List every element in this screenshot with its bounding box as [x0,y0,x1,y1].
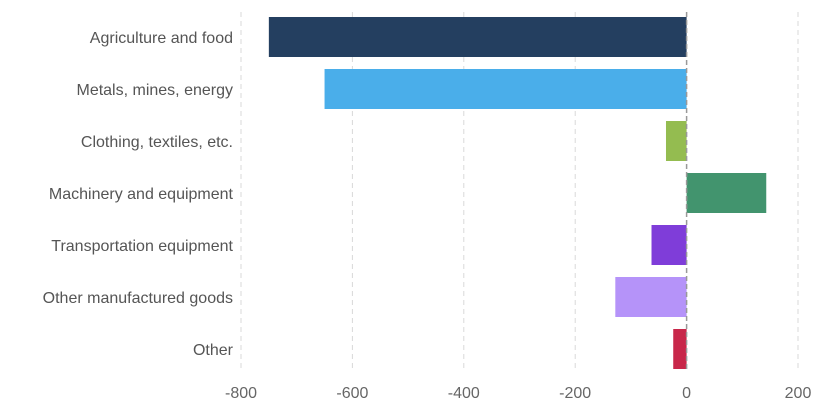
x-tick-label: -800 [225,385,257,402]
bar [324,69,687,109]
bar [686,173,767,213]
x-tick-label: -600 [336,385,368,402]
category-labels: Agriculture and food Metals, mines, energ… [43,30,234,359]
category-label: Other [193,342,234,359]
bar [651,225,687,265]
x-tick-label: 200 [785,385,812,402]
category-label: Metals, mines, energy [76,82,233,99]
category-label: Clothing, textiles, etc. [81,134,233,151]
grid-lines [240,12,799,372]
category-label: Transportation equipment [51,238,233,255]
bar [615,277,687,317]
category-label: Other manufactured goods [43,290,233,307]
bar [673,329,687,369]
x-axis-tick-labels: -800 -600 -400 -200 0 200 [225,385,811,402]
category-label: Agriculture and food [90,30,233,47]
x-tick-label: -200 [559,385,591,402]
x-tick-label: 0 [682,385,691,402]
x-tick-label: -400 [448,385,480,402]
bar [665,121,687,161]
category-label: Machinery and equipment [49,186,234,203]
bar [268,17,687,57]
bars [268,17,767,369]
